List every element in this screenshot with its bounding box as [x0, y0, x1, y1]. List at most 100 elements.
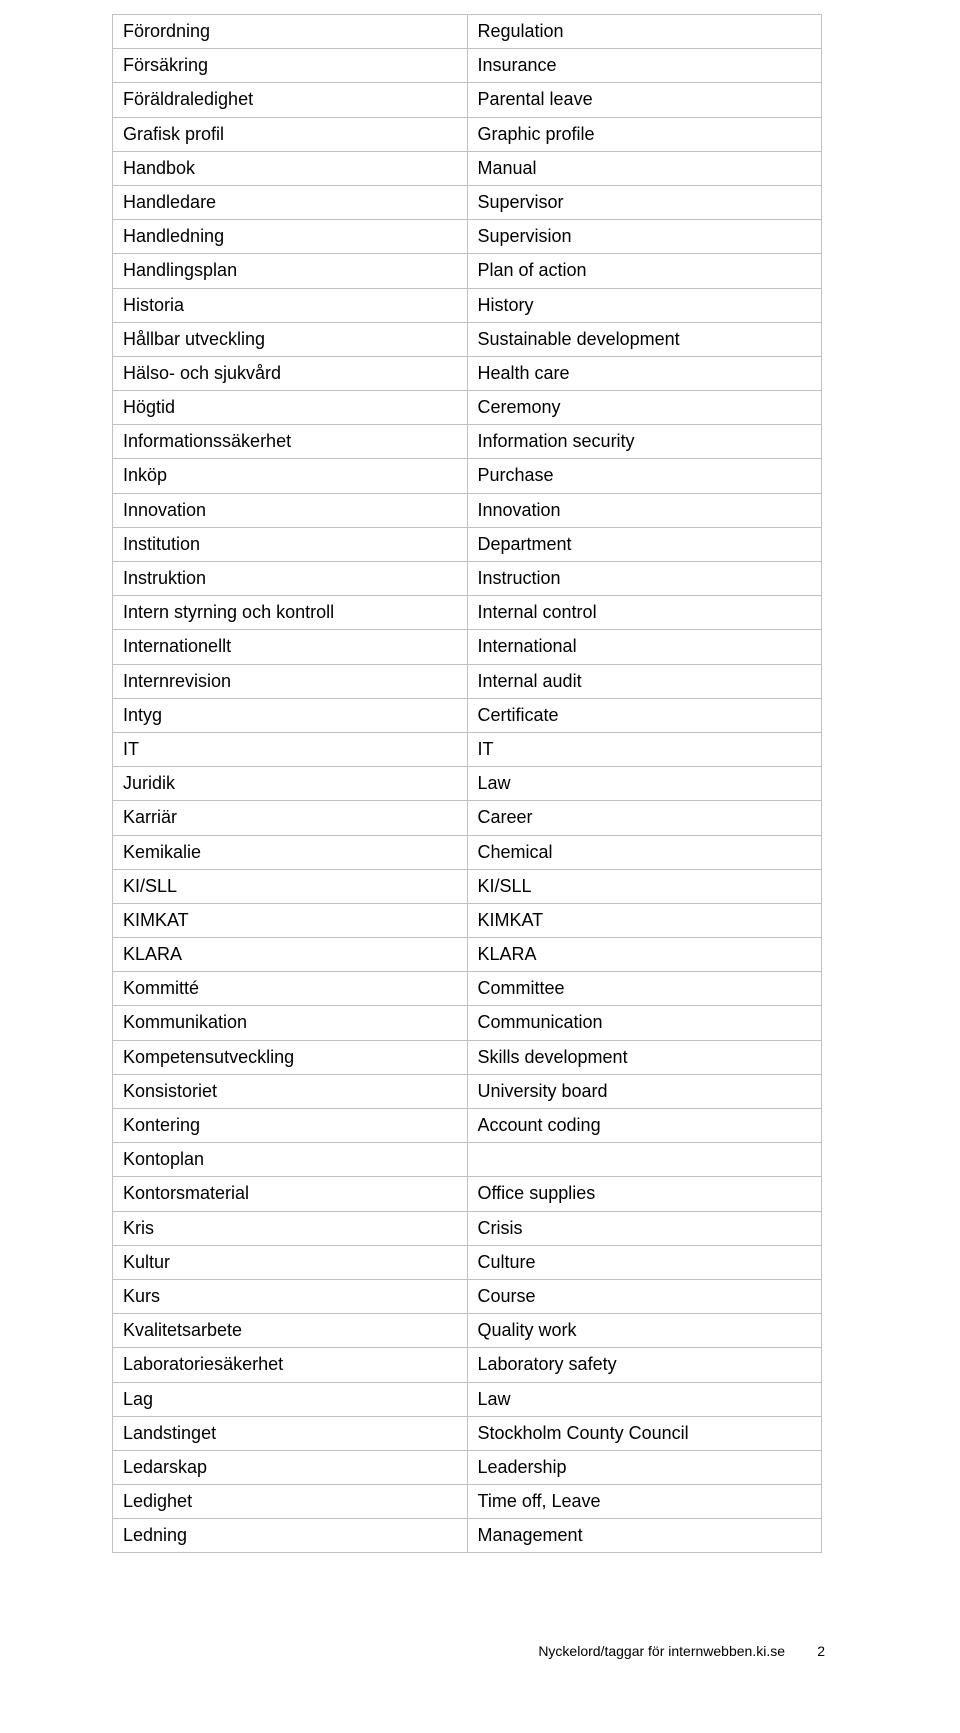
term-swedish: Kommitté [113, 972, 468, 1006]
term-swedish: Landstinget [113, 1416, 468, 1450]
term-english: Supervision [467, 220, 822, 254]
term-english: Leadership [467, 1450, 822, 1484]
table-row: KompetensutvecklingSkills development [113, 1040, 822, 1074]
table-row: LandstingetStockholm County Council [113, 1416, 822, 1450]
table-row: LagLaw [113, 1382, 822, 1416]
table-row: HandledareSupervisor [113, 185, 822, 219]
term-english: Graphic profile [467, 117, 822, 151]
table-row: InstruktionInstruction [113, 562, 822, 596]
term-swedish: Kultur [113, 1245, 468, 1279]
term-swedish: Intyg [113, 698, 468, 732]
term-swedish: Högtid [113, 391, 468, 425]
term-swedish: Institution [113, 527, 468, 561]
table-row: Intern styrning och kontrollInternal con… [113, 596, 822, 630]
term-swedish: Instruktion [113, 562, 468, 596]
table-row: KI/SLLKI/SLL [113, 869, 822, 903]
table-row: KonsistorietUniversity board [113, 1074, 822, 1108]
term-english: International [467, 630, 822, 664]
term-english: Career [467, 801, 822, 835]
term-swedish: Förordning [113, 15, 468, 49]
term-swedish: Kvalitetsarbete [113, 1314, 468, 1348]
table-row: Kontoplan [113, 1143, 822, 1177]
table-row: InformationssäkerhetInformation security [113, 425, 822, 459]
term-swedish: Kris [113, 1211, 468, 1245]
table-row: KulturCulture [113, 1245, 822, 1279]
term-english: Department [467, 527, 822, 561]
table-row: KLARAKLARA [113, 938, 822, 972]
term-english: KLARA [467, 938, 822, 972]
term-english: Manual [467, 151, 822, 185]
term-swedish: Handlingsplan [113, 254, 468, 288]
table-row: KrisCrisis [113, 1211, 822, 1245]
term-swedish: Intern styrning och kontroll [113, 596, 468, 630]
term-swedish: Laboratoriesäkerhet [113, 1348, 468, 1382]
term-english: Management [467, 1519, 822, 1553]
table-row: KarriärCareer [113, 801, 822, 835]
table-row: HögtidCeremony [113, 391, 822, 425]
term-swedish: Ledighet [113, 1485, 468, 1519]
term-english: Quality work [467, 1314, 822, 1348]
table-row: Hållbar utvecklingSustainable developmen… [113, 322, 822, 356]
table-row: FöräldraledighetParental leave [113, 83, 822, 117]
term-english: Internal control [467, 596, 822, 630]
glossary-table: FörordningRegulationFörsäkringInsuranceF… [112, 14, 822, 1553]
term-english: Plan of action [467, 254, 822, 288]
term-english: Skills development [467, 1040, 822, 1074]
term-swedish: Kurs [113, 1279, 468, 1313]
table-row: InternrevisionInternal audit [113, 664, 822, 698]
page-footer: Nyckelord/taggar för internwebben.ki.se … [0, 1643, 960, 1673]
table-row: HandbokManual [113, 151, 822, 185]
term-swedish: Handbok [113, 151, 468, 185]
term-english: Account coding [467, 1109, 822, 1143]
table-row: KommittéCommittee [113, 972, 822, 1006]
term-english: Innovation [467, 493, 822, 527]
table-row: LedarskapLeadership [113, 1450, 822, 1484]
page-container: FörordningRegulationFörsäkringInsuranceF… [0, 14, 960, 1733]
table-row: KursCourse [113, 1279, 822, 1313]
term-swedish: Försäkring [113, 49, 468, 83]
term-swedish: Kommunikation [113, 1006, 468, 1040]
table-row: LedningManagement [113, 1519, 822, 1553]
term-english: Regulation [467, 15, 822, 49]
table-row: KonteringAccount coding [113, 1109, 822, 1143]
term-swedish: Kontoplan [113, 1143, 468, 1177]
term-swedish: KLARA [113, 938, 468, 972]
table-row: InstitutionDepartment [113, 527, 822, 561]
term-swedish: Kompetensutveckling [113, 1040, 468, 1074]
term-english: Office supplies [467, 1177, 822, 1211]
term-swedish: Föräldraledighet [113, 83, 468, 117]
table-row: KIMKATKIMKAT [113, 903, 822, 937]
footer-page-number: 2 [817, 1643, 825, 1659]
term-swedish: Kontorsmaterial [113, 1177, 468, 1211]
table-row: JuridikLaw [113, 767, 822, 801]
term-english: Communication [467, 1006, 822, 1040]
term-swedish: Historia [113, 288, 468, 322]
table-row: IntygCertificate [113, 698, 822, 732]
term-english: Course [467, 1279, 822, 1313]
term-english: Information security [467, 425, 822, 459]
term-swedish: KI/SLL [113, 869, 468, 903]
table-row: FörsäkringInsurance [113, 49, 822, 83]
term-swedish: Internrevision [113, 664, 468, 698]
table-row: ITIT [113, 732, 822, 766]
term-swedish: Handledning [113, 220, 468, 254]
term-swedish: Handledare [113, 185, 468, 219]
term-english: History [467, 288, 822, 322]
glossary-tbody: FörordningRegulationFörsäkringInsuranceF… [113, 15, 822, 1553]
term-swedish: IT [113, 732, 468, 766]
table-row: Grafisk profilGraphic profile [113, 117, 822, 151]
term-english: Certificate [467, 698, 822, 732]
table-row: KvalitetsarbeteQuality work [113, 1314, 822, 1348]
term-swedish: Lag [113, 1382, 468, 1416]
term-english: Law [467, 767, 822, 801]
term-swedish: Innovation [113, 493, 468, 527]
term-swedish: Kontering [113, 1109, 468, 1143]
term-english: Laboratory safety [467, 1348, 822, 1382]
term-english: Law [467, 1382, 822, 1416]
table-row: KommunikationCommunication [113, 1006, 822, 1040]
term-english: Chemical [467, 835, 822, 869]
term-english: Stockholm County Council [467, 1416, 822, 1450]
table-row: FörordningRegulation [113, 15, 822, 49]
table-row: HistoriaHistory [113, 288, 822, 322]
term-swedish: Hållbar utveckling [113, 322, 468, 356]
